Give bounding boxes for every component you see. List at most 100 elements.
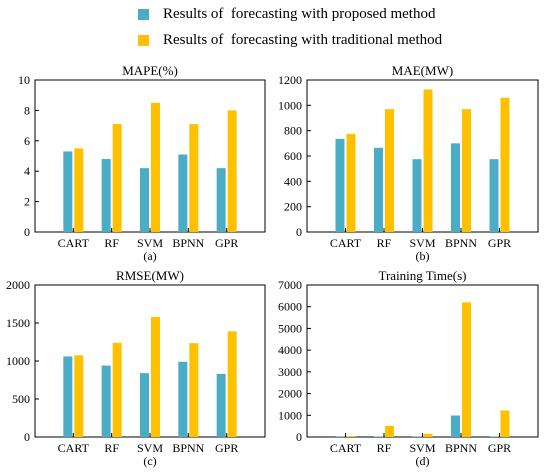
y-tick-label-mae-mw: 1000 <box>278 98 302 112</box>
y-tick-label-rmse-mw: 500 <box>12 392 30 406</box>
bar-traditional-cart <box>74 148 84 232</box>
bar-proposed-rf <box>374 436 383 437</box>
y-tick-label-training-time-s: 2000 <box>278 387 302 401</box>
y-tick-label-training-time-s: 4000 <box>278 343 302 357</box>
y-tick-label-rmse-mw: 1000 <box>6 354 30 368</box>
y-tick-label-training-time-s: 7000 <box>278 278 302 292</box>
x-tick-label-mape: SVM <box>137 236 163 250</box>
chart-title-mae-mw: MAE(MW) <box>392 63 453 78</box>
y-tick-label-training-time-s: 0 <box>296 430 302 444</box>
bar-traditional-cart <box>346 436 356 437</box>
legend-label-proposed: Results of forecasting with proposed met… <box>163 5 436 22</box>
y-tick-label-training-time-s: 6000 <box>278 300 302 314</box>
bar-proposed-bpnn <box>178 361 188 437</box>
x-tick-label-training-time-s: GPR <box>488 441 511 455</box>
bar-proposed-cart <box>335 138 345 232</box>
y-tick-label-rmse-mw: 1500 <box>6 316 30 330</box>
legend-swatch-traditional <box>138 34 149 46</box>
legend-swatch-proposed <box>138 8 149 20</box>
x-tick-label-mape: GPR <box>215 236 238 250</box>
y-tick-label-mape: 10 <box>18 73 30 87</box>
y-tick-label-rmse-mw: 0 <box>24 430 30 444</box>
bar-proposed-gpr <box>216 168 226 232</box>
y-tick-label-mae-mw: 400 <box>284 174 302 188</box>
bar-traditional-svm <box>151 102 160 232</box>
x-tick-label-mae-mw: BPNN <box>445 236 477 250</box>
bar-proposed-bpnn <box>178 154 188 232</box>
x-tick-label-training-time-s: SVM <box>409 441 435 455</box>
y-tick-label-mae-mw: 600 <box>284 149 302 163</box>
x-tick-label-mape: RF <box>104 236 119 250</box>
x-tick-label-mae-mw: GPR <box>488 236 511 250</box>
bar-traditional-gpr <box>227 110 237 232</box>
bar-traditional-rf <box>112 124 122 232</box>
y-tick-label-mae-mw: 0 <box>296 225 302 239</box>
bar-traditional-bpnn <box>462 302 471 437</box>
bar-proposed-svm <box>412 159 422 232</box>
y-tick-label-training-time-s: 5000 <box>278 321 302 335</box>
bar-proposed-rf <box>101 159 111 232</box>
bar-proposed-rf <box>101 365 111 437</box>
bar-traditional-rf <box>385 425 394 437</box>
y-tick-label-mae-mw: 1200 <box>278 73 302 87</box>
chart-legend: Results of forecasting with proposed met… <box>0 0 550 60</box>
bar-traditional-gpr <box>500 97 510 232</box>
x-tick-label-rmse-mw: SVM <box>137 441 163 455</box>
panel-caption-training-time-s: (d) <box>416 454 430 468</box>
bar-traditional-bpnn <box>189 124 199 232</box>
panel-caption-mae-mw: (b) <box>416 249 430 263</box>
y-tick-label-mape: 0 <box>24 225 30 239</box>
bar-proposed-svm <box>140 373 149 437</box>
legend-label-traditional: Results of forecasting with traditional … <box>163 31 443 48</box>
y-tick-label-mape: 8 <box>24 103 30 117</box>
bar-traditional-cart <box>74 355 84 437</box>
bar-traditional-cart <box>346 133 356 232</box>
legend-item-proposed: Results of forecasting with proposed met… <box>138 6 435 22</box>
y-tick-label-mae-mw: 800 <box>284 124 302 138</box>
x-tick-label-mape: CART <box>58 236 90 250</box>
bar-proposed-cart <box>63 151 73 232</box>
x-tick-label-training-time-s: CART <box>330 441 362 455</box>
y-tick-label-training-time-s: 1000 <box>278 408 302 422</box>
bar-traditional-rf <box>112 342 122 437</box>
bar-traditional-gpr <box>227 331 237 437</box>
x-tick-label-rmse-mw: CART <box>58 441 90 455</box>
bar-traditional-gpr <box>500 410 510 437</box>
bar-proposed-rf <box>374 147 383 232</box>
panel-caption-mape: (a) <box>143 249 156 263</box>
chart-title-training-time-s: Training Time(s) <box>378 268 466 283</box>
x-tick-label-mae-mw: SVM <box>409 236 435 250</box>
bar-traditional-svm <box>151 316 160 437</box>
y-tick-label-mae-mw: 200 <box>284 200 302 214</box>
x-tick-label-mape: BPNN <box>172 236 204 250</box>
y-tick-label-mape: 4 <box>24 164 30 178</box>
x-tick-label-mae-mw: RF <box>377 236 392 250</box>
x-tick-label-training-time-s: RF <box>377 441 392 455</box>
y-tick-label-mape: 6 <box>24 134 30 148</box>
x-tick-label-rmse-mw: BPNN <box>172 441 204 455</box>
chart-title-rmse-mw: RMSE(MW) <box>116 268 184 283</box>
x-tick-label-rmse-mw: GPR <box>215 441 238 455</box>
y-tick-label-mape: 2 <box>24 195 30 209</box>
bar-traditional-bpnn <box>189 343 199 437</box>
bar-proposed-cart <box>335 436 345 437</box>
bar-traditional-svm <box>423 89 433 232</box>
y-tick-label-rmse-mw: 2000 <box>6 278 30 292</box>
bar-traditional-svm <box>423 433 433 437</box>
bar-traditional-rf <box>385 109 394 232</box>
panel-caption-rmse-mw: (c) <box>143 454 156 468</box>
bar-proposed-bpnn <box>451 143 460 232</box>
x-tick-label-mae-mw: CART <box>330 236 362 250</box>
x-tick-label-rmse-mw: RF <box>104 441 119 455</box>
bar-proposed-cart <box>63 356 73 437</box>
legend-item-traditional: Results of forecasting with traditional … <box>138 32 442 48</box>
bar-proposed-bpnn <box>451 415 460 437</box>
bar-proposed-svm <box>140 168 149 232</box>
x-tick-label-training-time-s: BPNN <box>445 441 477 455</box>
bar-proposed-gpr <box>489 159 499 232</box>
y-tick-label-training-time-s: 3000 <box>278 365 302 379</box>
chart-title-mape: MAPE(%) <box>122 63 178 78</box>
bar-proposed-gpr <box>216 373 226 437</box>
bar-traditional-bpnn <box>462 109 471 232</box>
